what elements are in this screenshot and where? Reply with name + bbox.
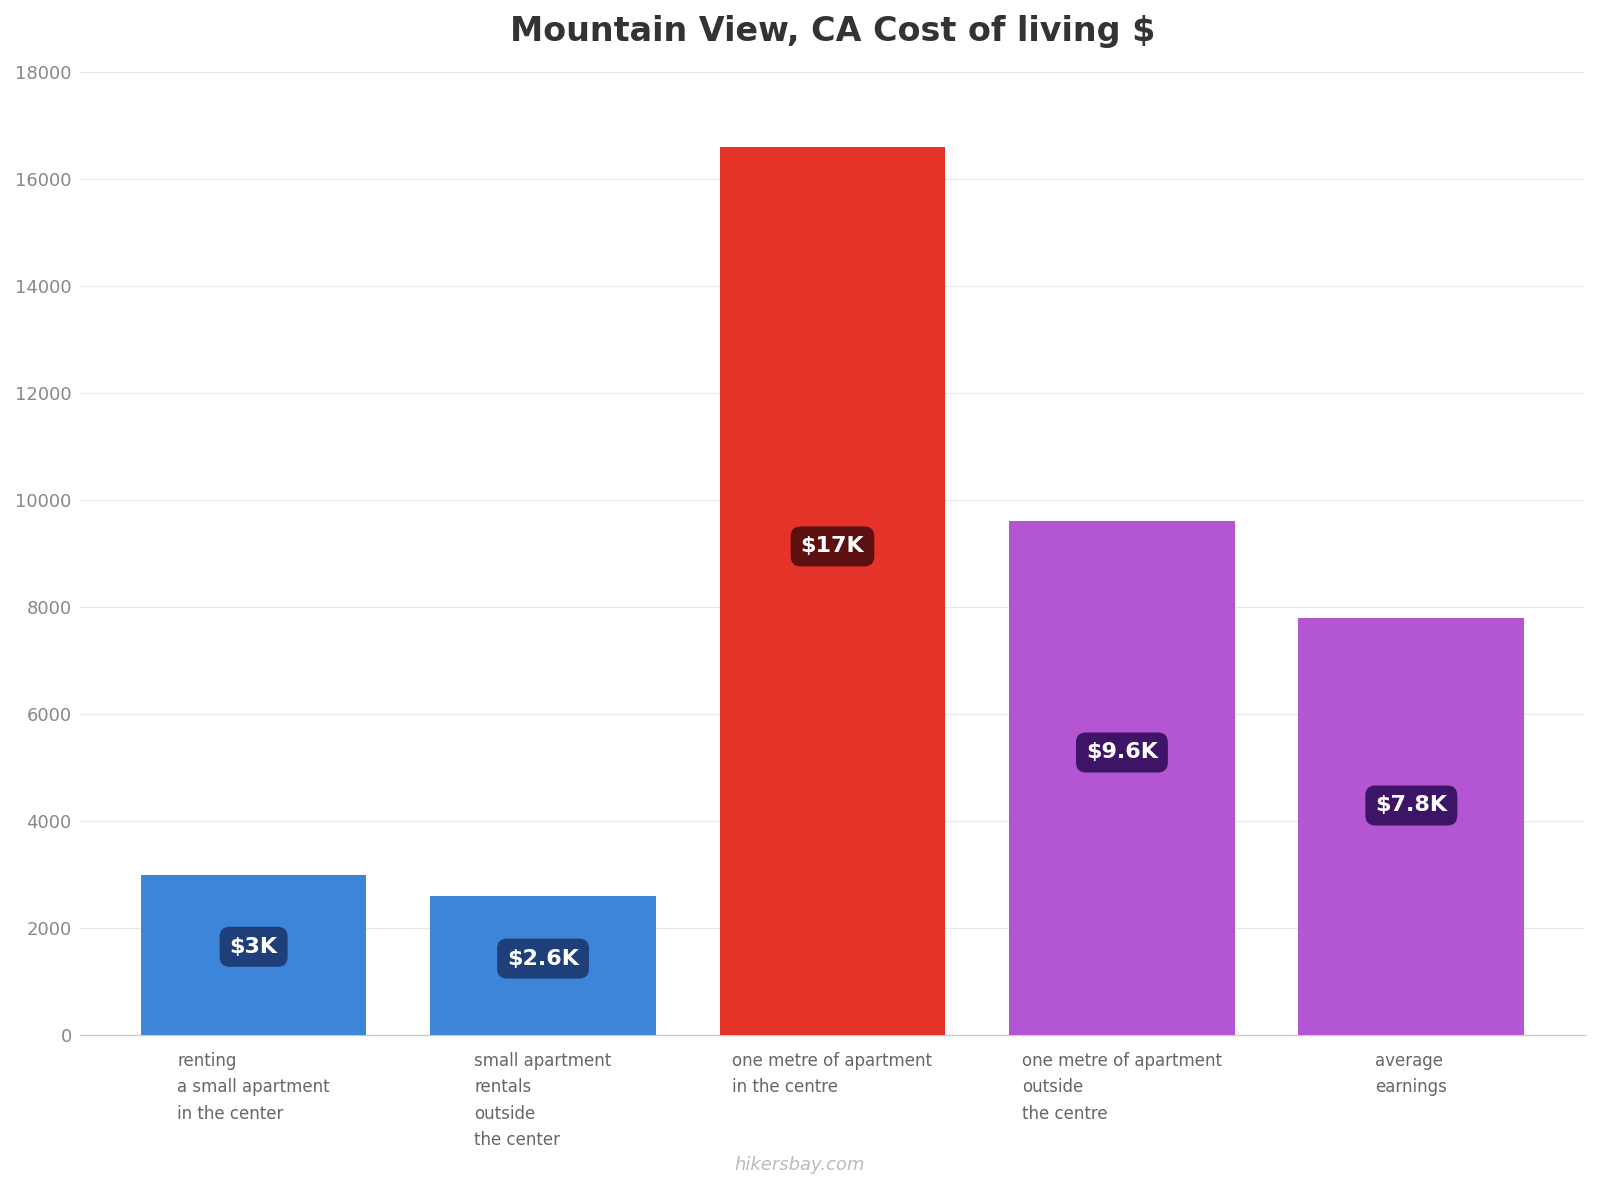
- Text: $3K: $3K: [230, 937, 278, 956]
- Text: $17K: $17K: [800, 536, 864, 557]
- Text: hikersbay.com: hikersbay.com: [734, 1156, 866, 1174]
- Bar: [1010, 521, 1235, 1036]
- Title: Mountain View, CA Cost of living $: Mountain View, CA Cost of living $: [510, 14, 1155, 48]
- Bar: [720, 146, 946, 1036]
- Bar: [141, 875, 366, 1036]
- Text: $9.6K: $9.6K: [1086, 743, 1158, 762]
- Bar: [430, 896, 656, 1036]
- Text: $7.8K: $7.8K: [1376, 796, 1448, 816]
- Bar: [1299, 618, 1525, 1036]
- Text: $2.6K: $2.6K: [507, 948, 579, 968]
